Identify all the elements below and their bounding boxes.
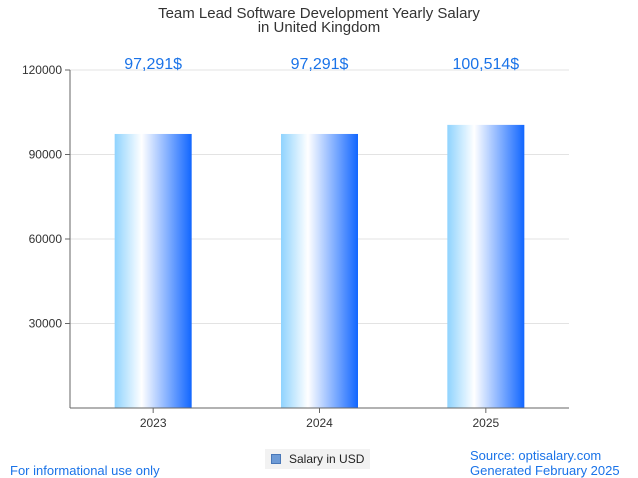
data-label-2025: 100,514$ <box>452 56 519 73</box>
data-labels: 97,291$ 97,291$ 100,514$ <box>124 56 519 73</box>
footer-source: Source: optisalary.com <box>470 448 602 463</box>
bar-2023 <box>114 133 192 408</box>
footer-disclaimer: For informational use only <box>10 463 160 478</box>
x-tick-label: 2024 <box>306 416 333 430</box>
bar-2024 <box>281 133 358 408</box>
y-tick-label: 90000 <box>29 148 63 162</box>
y-tick-label: 30000 <box>29 317 63 331</box>
bars <box>114 124 525 409</box>
legend-swatch <box>271 454 281 464</box>
y-tick-label: 120000 <box>22 63 62 77</box>
footer-generated: Generated February 2025 <box>470 463 620 478</box>
chart-title-line-2: in United Kingdom <box>258 19 381 36</box>
data-label-2023: 97,291$ <box>124 56 182 73</box>
data-label-2024: 97,291$ <box>291 56 349 73</box>
legend-label: Salary in USD <box>289 452 365 466</box>
x-axis-ticks: 2023 2024 2025 <box>140 408 500 430</box>
legend: Salary in USD <box>265 449 371 469</box>
chart-title-line-1: Team Lead Software Development Yearly Sa… <box>158 5 480 22</box>
x-tick-label: 2023 <box>140 416 167 430</box>
bar-2025 <box>447 124 525 409</box>
x-tick-label: 2025 <box>472 416 499 430</box>
y-tick-label: 60000 <box>29 232 63 246</box>
y-axis-ticks: 30000 60000 90000 120000 <box>22 63 70 331</box>
